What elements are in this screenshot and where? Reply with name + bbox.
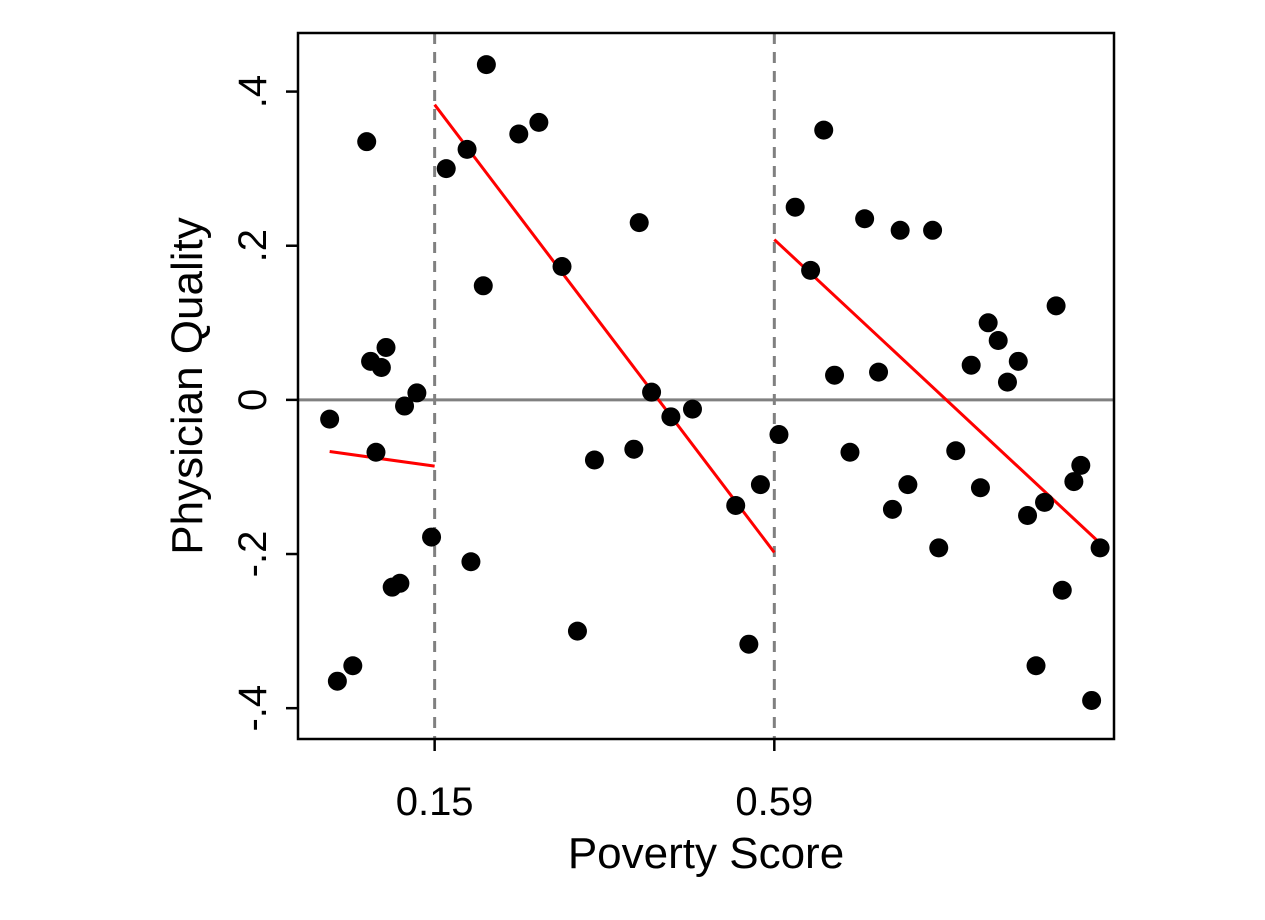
y-axis-title: Physician Quality (163, 217, 212, 554)
data-point (855, 209, 875, 229)
fit-line (433, 103, 776, 554)
data-point (1018, 505, 1038, 525)
data-point (320, 409, 340, 429)
x-tick-label: 0.15 (396, 780, 474, 824)
data-point (1046, 296, 1066, 316)
fit-line (773, 238, 1102, 545)
x-axis-ticks: 0.15 0.59 (396, 739, 813, 824)
data-point (923, 220, 943, 240)
data-point (473, 276, 493, 296)
data-point (529, 112, 549, 132)
data-point (769, 425, 789, 445)
data-point (997, 372, 1017, 392)
data-point (422, 527, 442, 547)
data-point (509, 124, 529, 144)
data-point (726, 495, 746, 515)
y-tick-label: -.4 (231, 685, 275, 732)
data-points (320, 55, 1110, 710)
data-point (1026, 656, 1046, 676)
data-point (327, 671, 347, 691)
data-point (869, 362, 889, 382)
x-tick-label: 0.59 (735, 780, 813, 824)
data-point (390, 573, 410, 593)
data-point (978, 313, 998, 333)
data-point (567, 621, 587, 641)
y-tick-label: 0 (231, 389, 275, 411)
data-point (785, 197, 805, 217)
data-point (357, 132, 377, 152)
y-tick-label: .4 (231, 75, 275, 108)
data-point (890, 220, 910, 240)
data-point (961, 355, 981, 375)
y-tick-label: .2 (231, 229, 275, 262)
y-tick-label: -.2 (231, 531, 275, 578)
data-point (929, 538, 949, 558)
data-point (461, 552, 481, 572)
reference-lines (298, 33, 1114, 739)
data-point (395, 396, 415, 416)
data-point (552, 257, 572, 277)
data-point (376, 337, 396, 357)
data-point (840, 442, 860, 462)
data-point (629, 213, 649, 233)
data-point (970, 478, 990, 498)
data-point (946, 441, 966, 461)
data-point (898, 475, 918, 495)
data-point (1082, 690, 1102, 710)
plot-frame (296, 31, 1116, 741)
data-point (457, 139, 477, 159)
data-point (1008, 351, 1028, 371)
data-point (988, 331, 1008, 351)
data-point (624, 439, 644, 459)
data-point (882, 499, 902, 519)
data-point (750, 475, 770, 495)
data-point (584, 450, 604, 470)
x-axis-title: Poverty Score (568, 829, 844, 878)
data-point (1071, 455, 1091, 475)
data-point (1090, 538, 1110, 558)
data-point (1064, 472, 1084, 492)
data-point (366, 442, 386, 462)
data-point (682, 399, 702, 419)
data-point (739, 634, 759, 654)
data-point (476, 55, 496, 75)
data-point (642, 382, 662, 402)
data-point (407, 383, 427, 403)
data-point (814, 120, 834, 140)
y-axis-ticks: .4 .2 0 -.2 -.4 (231, 75, 298, 732)
data-point (436, 159, 456, 179)
data-point (1035, 492, 1055, 512)
data-point (661, 407, 681, 427)
data-point (801, 260, 821, 280)
data-point (825, 365, 845, 385)
data-point (343, 656, 363, 676)
data-point (371, 358, 391, 378)
data-point (1052, 580, 1072, 600)
